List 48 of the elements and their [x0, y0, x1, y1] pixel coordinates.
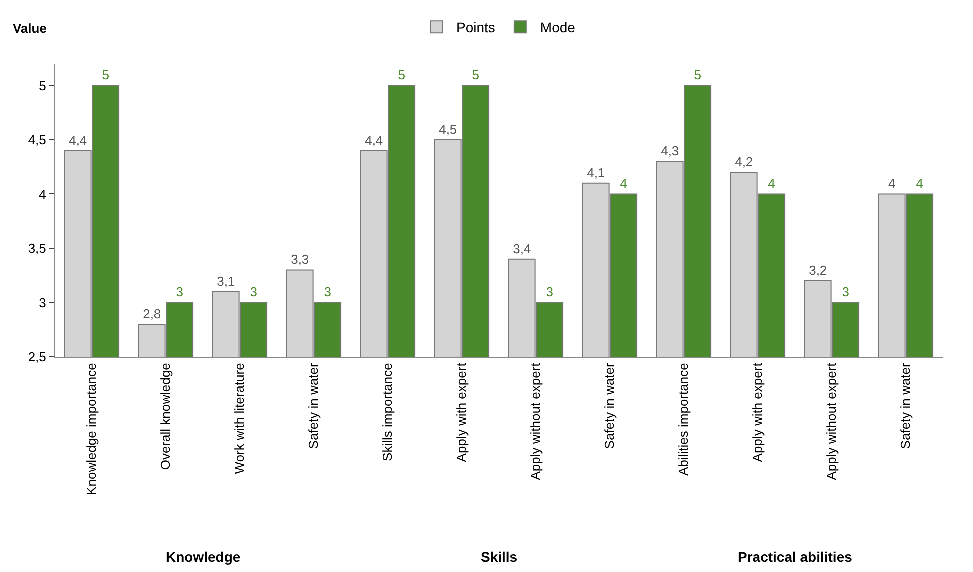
- data-label: 4,2: [735, 154, 754, 170]
- x-tick-label: Work with literature: [232, 363, 248, 474]
- data-label: 3,2: [809, 263, 828, 278]
- data-label: 3: [546, 284, 554, 300]
- x-tick-label: Skills importance: [380, 363, 396, 462]
- y-tick-label: 4: [39, 186, 46, 202]
- data-label: 3: [250, 284, 258, 300]
- data-label: 3: [176, 284, 184, 300]
- data-label: 2,8: [143, 306, 162, 322]
- data-label: 4: [620, 176, 628, 192]
- legend-label: Points: [456, 20, 496, 36]
- data-label: 4: [916, 176, 924, 192]
- x-tick-label: Knowledge importance: [84, 363, 100, 496]
- data-label: 3,4: [513, 241, 532, 256]
- x-tick-label: Safety in water: [602, 362, 618, 450]
- x-tick-label: Abilities importance: [676, 363, 692, 476]
- x-tick-label: Safety in water: [306, 362, 322, 450]
- data-label: 5: [398, 68, 406, 83]
- data-label: 3,1: [217, 274, 236, 289]
- x-tick-label: Apply without expert: [824, 362, 840, 480]
- x-tick-label: Apply with expert: [454, 362, 470, 462]
- text: Knowledge: [166, 549, 241, 565]
- y-tick-label: 3: [39, 295, 46, 310]
- text: Practical abilities: [738, 549, 853, 565]
- data-label: 4: [768, 176, 776, 192]
- data-label: 3,3: [291, 252, 310, 268]
- y-tick-label: 5: [39, 78, 46, 94]
- data-label: 3: [842, 284, 850, 300]
- y-tick-label: 3,5: [28, 241, 46, 256]
- data-label: 4,3: [661, 144, 680, 159]
- x-tick-label: Safety in water: [898, 362, 914, 450]
- y-axis-title: Value: [13, 21, 47, 36]
- data-label: 5: [694, 68, 702, 83]
- data-label: 3: [324, 284, 332, 300]
- data-label: 4,1: [587, 165, 606, 180]
- data-label: 5: [102, 68, 110, 83]
- legend-label: Mode: [540, 20, 576, 36]
- text: Skills: [481, 549, 518, 565]
- y-tick-label: 4,5: [28, 132, 46, 148]
- x-tick-label: Apply without expert: [528, 362, 544, 480]
- data-label: 4: [888, 176, 896, 192]
- data-label: 5: [472, 68, 480, 83]
- x-tick-label: Apply with expert: [750, 362, 766, 462]
- data-label: 4,5: [439, 122, 458, 137]
- data-label: 4,4: [365, 132, 384, 148]
- y-tick-label: 2,5: [28, 350, 46, 365]
- x-tick-label: Overall knowledge: [158, 363, 174, 470]
- data-label: 4,4: [69, 132, 88, 148]
